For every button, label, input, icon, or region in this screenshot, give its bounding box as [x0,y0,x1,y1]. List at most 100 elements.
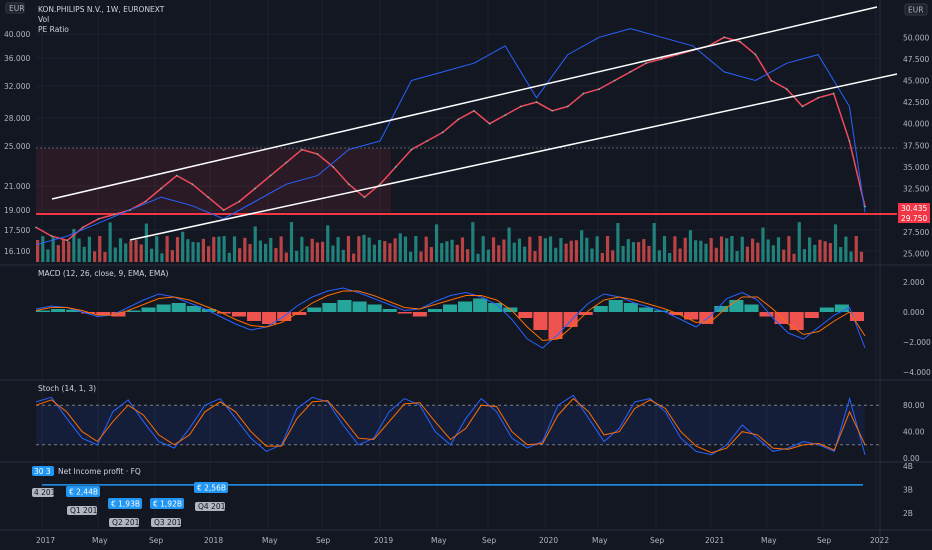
price-point [316,153,319,155]
volume-bar [191,241,195,262]
volume-bar [491,237,496,262]
macd-line [35,287,866,349]
volume-bar [56,245,60,262]
volume-bar [839,247,843,262]
volume-bar [419,251,423,262]
macd-histogram-bar [141,307,156,312]
price-point [175,174,178,177]
volume-bar [341,249,345,262]
volume-bar [730,236,734,262]
volume-bar [258,240,262,262]
volume-bar [574,240,579,262]
price-point [801,105,804,108]
stoch-title: Stoch (14, 1, 3) [38,384,96,393]
x-tick-label: 2020 [539,536,558,545]
pe-last-value: 29.750 [901,214,927,223]
price-point [144,200,147,203]
volume-bar [751,238,755,262]
macd-histogram-bar [759,312,774,317]
left-tick-label: 19.000 [4,206,30,215]
price-point [848,140,851,142]
volume-bar [165,236,169,262]
x-tick-label: Sep [817,536,831,545]
price-last-value: 30.435 [901,204,927,213]
price-point [832,92,835,95]
quarter-badge [109,518,139,527]
volume-bar [300,236,304,262]
trend-upper [51,6,878,200]
macd-histogram-bar [548,312,563,339]
volume-bar [611,250,615,262]
income-value-badge [150,498,184,509]
volume-bar [668,253,672,262]
x-tick-label: 2017 [36,536,55,545]
volume-bar [580,230,584,262]
macd-histogram-bar [111,312,126,317]
volume-bar [103,252,107,262]
volume-bar [844,236,848,262]
volume-bar [134,240,138,262]
volume-bar [279,236,283,262]
chart-title: KON.PHILIPS N.V., 1W, EURONEXT [38,5,165,14]
volume-bar [787,236,791,262]
price-point [551,109,553,112]
currency-left: EUR [9,4,24,13]
x-tick-label: Sep [482,536,496,545]
volume-bar [523,246,527,262]
volume-bar [186,239,190,262]
volume-bar [175,237,180,262]
macd-histogram-bar [804,312,819,318]
volume-bar [367,237,371,262]
signal-line [35,290,866,342]
volume-bar [647,245,651,262]
volume-bar [284,252,288,262]
price-point [723,36,726,39]
price-point [582,92,585,95]
income-value-label: € 2,56B [197,484,226,493]
volume-bar [346,236,351,262]
volume-bar [155,236,159,262]
volume-bar [735,251,739,262]
price-point [50,235,53,237]
macd-tick-label: −4.000 [903,368,931,377]
price-point [379,183,381,186]
right-tick-label: 25.000 [903,249,929,258]
volume-bar [289,222,294,262]
macd-histogram-bar [729,300,744,312]
price-point [285,161,288,164]
x-tick-label: Sep [316,536,330,545]
volume-bar [424,236,428,262]
volume-bar [377,239,382,262]
x-tick-label: Sep [149,536,163,545]
volume-bar [823,241,827,262]
volume-bar [854,236,858,262]
volume-bar [797,222,801,262]
macd-histogram-bar [458,301,473,312]
macd-tick-label: 0.000 [903,308,925,317]
volume-bar [605,236,610,262]
price-point [363,196,366,198]
volume-bar [543,238,547,262]
volume-bar [756,242,760,262]
volume-bar [657,250,661,262]
macd-histogram-bar [684,312,699,320]
price-point [785,88,788,90]
macd-histogram-bar [307,307,322,312]
volume-bar [336,237,340,262]
volume-bar [486,249,490,262]
price-point [332,166,334,168]
macd-histogram-bar [216,312,231,314]
income-tick-label: 4B [903,462,913,471]
volume-bar [476,253,480,262]
volume-bar [766,239,770,262]
volume-bar [36,240,40,262]
income-tick-label: 3B [903,486,913,495]
volume-bar [414,236,418,262]
price-point [754,53,757,56]
currency-right: EUR [908,6,923,15]
right-tick-label: 45.000 [903,77,929,86]
right-tick-label: 37.500 [903,141,929,150]
macd-histogram-bar [367,304,382,312]
